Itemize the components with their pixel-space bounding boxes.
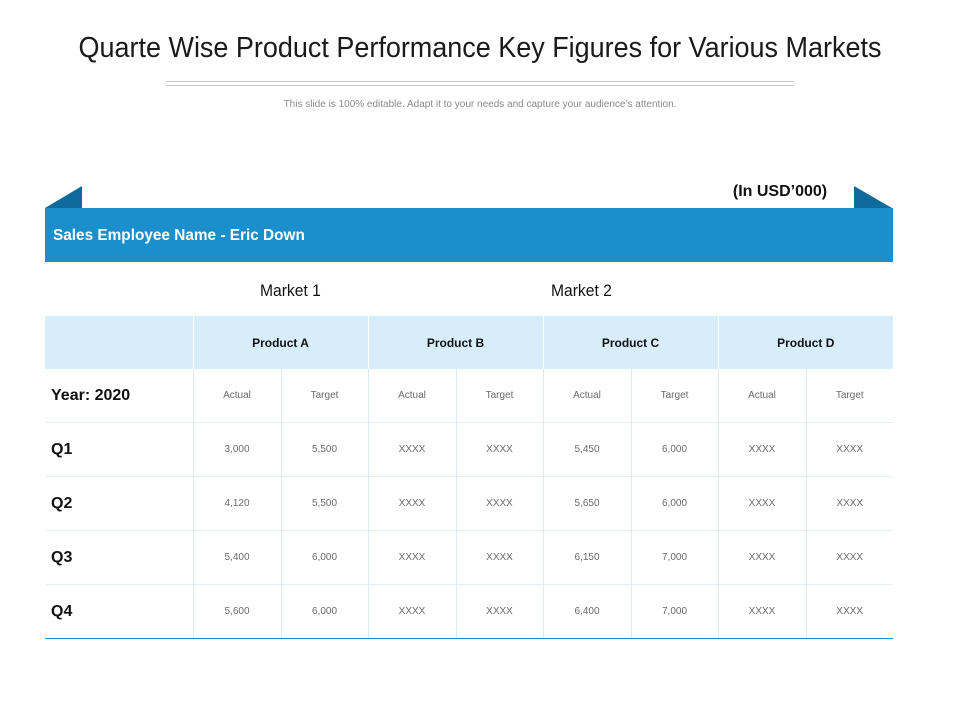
employee-header-band: Sales Employee Name - Eric Down xyxy=(45,208,893,262)
table-cell: 5,400 xyxy=(192,530,281,585)
table-cell: XXXX xyxy=(367,584,457,639)
table-cell: 7,000 xyxy=(630,584,719,639)
product-header-row: Product A Product B Product C Product D xyxy=(45,316,894,369)
measure-header-row: Year: 2020 Actual Target Actual Target A… xyxy=(45,369,894,423)
row-label: Q2 xyxy=(45,476,193,531)
table-cell: XXXX xyxy=(717,584,807,639)
table-cell: XXXX xyxy=(717,476,807,531)
title-divider xyxy=(166,85,794,86)
measure-header: Actual xyxy=(717,369,807,423)
table-cell: 6,000 xyxy=(280,584,369,639)
market-1-label: Market 1 xyxy=(260,281,321,300)
year-label: Year: 2020 xyxy=(45,369,193,423)
product-c-header: Product C xyxy=(542,316,719,369)
row-label: Q3 xyxy=(45,530,193,585)
table-row: Q3 5,400 6,000 XXXX XXXX 6,150 7,000 XXX… xyxy=(45,530,894,585)
table-cell: XXXX xyxy=(367,530,457,585)
table-row: Q1 3,000 5,500 XXXX XXXX 5,450 6,000 XXX… xyxy=(45,422,894,477)
table-cell: 6,000 xyxy=(630,476,719,531)
table-cell: XXXX xyxy=(805,584,894,639)
measure-header: Target xyxy=(280,369,369,423)
table-row: Q2 4,120 5,500 XXXX XXXX 5,650 6,000 XXX… xyxy=(45,476,894,531)
product-d-header: Product D xyxy=(717,316,894,369)
employee-name-label: Sales Employee Name - Eric Down xyxy=(53,227,305,244)
market-2-label: Market 2 xyxy=(551,281,612,300)
measure-header: Target xyxy=(805,369,894,423)
table-cell: 6,150 xyxy=(542,530,632,585)
table-cell: 5,450 xyxy=(542,422,632,477)
table-cell: 5,650 xyxy=(542,476,632,531)
table-cell: XXXX xyxy=(805,530,894,585)
table-cell: 6,400 xyxy=(542,584,632,639)
measure-header: Actual xyxy=(192,369,281,423)
table-cell: XXXX xyxy=(367,476,457,531)
table-cell: 5,500 xyxy=(280,422,369,477)
table-cell: XXXX xyxy=(367,422,457,477)
table-cell: XXXX xyxy=(455,476,544,531)
table-cell: XXXX xyxy=(455,584,544,639)
table-cell: XXXX xyxy=(717,530,807,585)
empty-corner-cell xyxy=(45,316,193,369)
table-cell: 5,600 xyxy=(192,584,281,639)
table-cell: 4,120 xyxy=(192,476,281,531)
table-cell: 6,000 xyxy=(280,530,369,585)
table-cell: 5,500 xyxy=(280,476,369,531)
unit-label: (In USD’000) xyxy=(732,183,828,200)
ribbon-fold-right xyxy=(854,186,892,208)
page-title: Quarte Wise Product Performance Key Figu… xyxy=(78,32,882,64)
table-cell: XXXX xyxy=(455,530,544,585)
table-cell: XXXX xyxy=(455,422,544,477)
ribbon-banner xyxy=(45,186,892,208)
performance-table: Product A Product B Product C Product D … xyxy=(45,316,894,639)
product-b-header: Product B xyxy=(367,316,544,369)
measure-header: Actual xyxy=(542,369,632,423)
ribbon-fold-left xyxy=(45,186,82,208)
row-label: Q4 xyxy=(45,584,193,639)
product-a-header: Product A xyxy=(192,316,369,369)
measure-header: Actual xyxy=(367,369,457,423)
table-cell: 6,000 xyxy=(630,422,719,477)
table-cell: XXXX xyxy=(805,476,894,531)
table-cell: XXXX xyxy=(805,422,894,477)
row-label: Q1 xyxy=(45,422,193,477)
subtitle: This slide is 100% editable. Adapt it to… xyxy=(283,99,677,110)
title-divider xyxy=(166,81,794,82)
ribbon-face xyxy=(82,186,854,208)
table-cell: 3,000 xyxy=(192,422,281,477)
table-cell: XXXX xyxy=(717,422,807,477)
table-cell: 7,000 xyxy=(630,530,719,585)
measure-header: Target xyxy=(630,369,719,423)
measure-header: Target xyxy=(455,369,544,423)
table-row: Q4 5,600 6,000 XXXX XXXX 6,400 7,000 XXX… xyxy=(45,584,894,639)
